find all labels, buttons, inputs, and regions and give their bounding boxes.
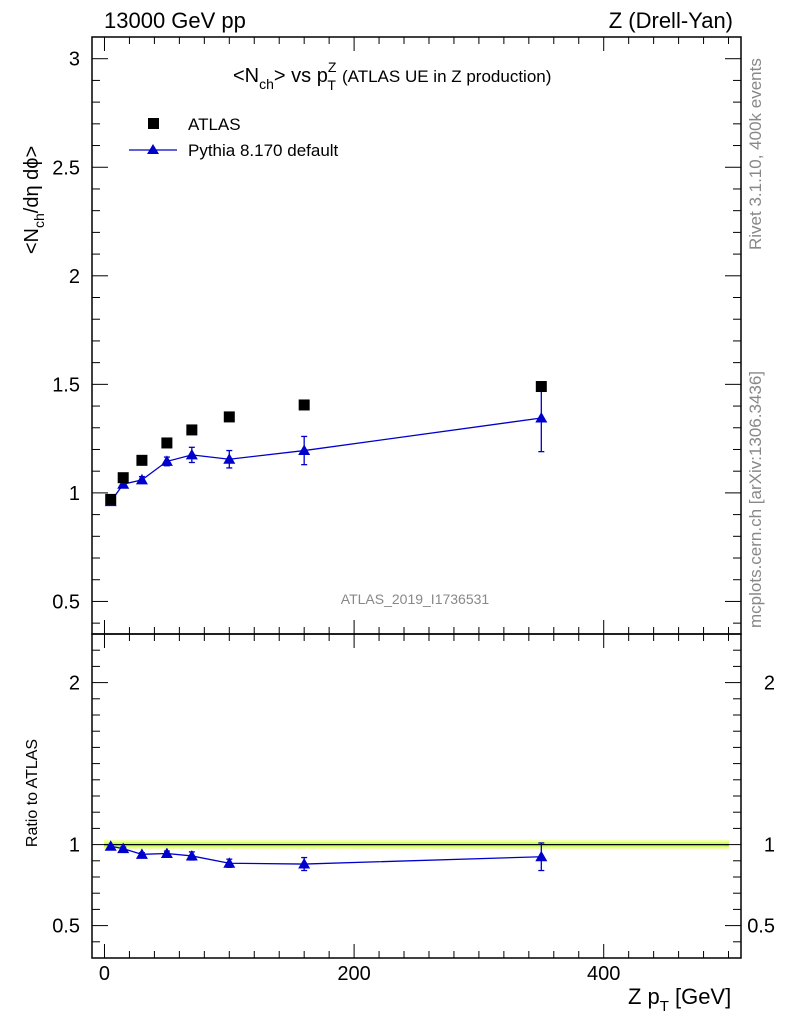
ratio-y-tick-label-right: 2 xyxy=(764,673,775,695)
ratio-y-tick-label-left: 0.5 xyxy=(52,916,80,938)
main-y-tick-label: 2.5 xyxy=(52,157,80,179)
main-y-tick-label: 3 xyxy=(69,49,80,71)
ratio-axis-ticks xyxy=(92,633,741,959)
data-point-triangle xyxy=(185,448,198,460)
data-point-triangle xyxy=(298,858,311,869)
x-tick-label: 0 xyxy=(99,963,110,985)
data-point-triangle xyxy=(117,478,130,489)
data-point-square xyxy=(186,424,198,436)
ratio-y-tick-label-left: 2 xyxy=(69,673,80,695)
data-point-square xyxy=(161,437,173,449)
legend-atlas-label: ATLAS xyxy=(188,115,241,134)
ratio-y-tick-label-left: 1 xyxy=(69,835,80,857)
legend-pythia-marker xyxy=(147,144,159,154)
legend-pythia-label: Pythia 8.170 default xyxy=(188,141,339,160)
data-point-triangle xyxy=(223,857,236,868)
x-tick-labels: 0 200 400 xyxy=(99,963,620,985)
data-point-triangle xyxy=(535,850,548,862)
data-point-triangle xyxy=(535,411,548,423)
ratio-panel: 0.5 0.5 1 1 2 2 Ratio to ATLAS xyxy=(24,633,775,959)
main-y-tick-label: 1 xyxy=(69,483,80,505)
series-line xyxy=(110,417,542,502)
main-y-tick-label: 1.5 xyxy=(52,374,80,396)
main-panel: 0.5 1 1.5 2 2.5 3 <Nch> vs pZ T (ATLAS UE in Z … xyxy=(21,36,742,635)
data-point-square xyxy=(223,411,235,423)
data-point-triangle xyxy=(104,840,117,851)
data-point-triangle xyxy=(298,444,311,456)
ratio-y-tick-label-right: 1 xyxy=(764,835,775,857)
x-axis-label: Z pT [GeV] xyxy=(628,984,731,1015)
main-series-layer xyxy=(104,381,548,507)
ratio-y-axis-label: Ratio to ATLAS xyxy=(24,739,41,847)
ratio-frame xyxy=(91,633,742,959)
main-y-tick-label: 2 xyxy=(69,266,80,288)
data-point-square xyxy=(136,454,148,466)
data-point-triangle xyxy=(185,849,198,861)
main-y-tick-labels: 0.5 1 1.5 2 2.5 3 xyxy=(52,49,80,614)
ratio-series-layer xyxy=(104,840,548,872)
analysis-watermark: ATLAS_2019_I1736531 xyxy=(341,591,490,607)
data-point-triangle xyxy=(117,842,130,854)
main-y-axis-label: <Nch/dη dϕ> xyxy=(21,146,47,254)
data-point-square xyxy=(535,381,547,393)
plot-title: <Nch> vs pZ T (ATLAS UE in Z production) xyxy=(233,59,551,93)
ratio-y-tick-label-right: 0.5 xyxy=(747,916,775,938)
data-point-triangle xyxy=(223,453,236,464)
data-point-triangle xyxy=(135,473,148,485)
data-point-triangle xyxy=(135,848,148,859)
header-left: 13000 GeV pp xyxy=(104,8,246,33)
data-point-triangle xyxy=(160,847,173,859)
x-tick-label: 200 xyxy=(337,963,370,985)
data-point-triangle xyxy=(160,455,173,466)
data-point-square xyxy=(105,493,117,505)
legend: ATLAS Pythia 8.170 default xyxy=(129,115,339,160)
header-right: Z (Drell-Yan) xyxy=(609,8,733,33)
main-axis-ticks xyxy=(92,36,741,634)
legend-atlas-marker xyxy=(148,118,159,129)
ratio-y-tick-labels: 0.5 0.5 1 1 2 2 xyxy=(52,673,775,938)
main-y-tick-label: 0.5 xyxy=(52,591,80,613)
data-point-square xyxy=(117,472,129,484)
rivet-label: Rivet 3.1.10, 400k events xyxy=(746,58,765,250)
x-tick-label: 400 xyxy=(587,963,620,985)
mcplots-label: mcplots.cern.ch [arXiv:1306.3436] xyxy=(746,371,765,628)
ratio-uncertainty-band xyxy=(104,839,729,850)
data-point-square xyxy=(298,399,310,411)
